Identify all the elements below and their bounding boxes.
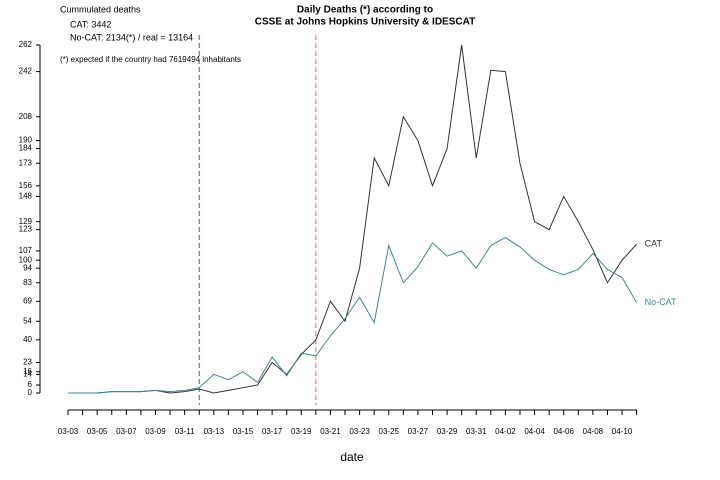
x-tick-label: 03-15 <box>233 427 254 436</box>
annotation: Cummulated deaths <box>60 4 141 14</box>
x-axis-label: date <box>340 450 364 464</box>
chart-title: CSSE at Johns Hopkins University & IDESC… <box>255 17 475 28</box>
x-tick-label: 03-13 <box>204 427 225 436</box>
x-tick-label: 04-06 <box>553 427 574 436</box>
y-tick-label: 262 <box>19 40 33 49</box>
y-tick-label: 156 <box>19 181 33 190</box>
y-tick-label: 107 <box>19 246 33 255</box>
chart-title: Daily Deaths (*) according to <box>297 5 433 16</box>
x-tick-label: 03-31 <box>466 427 487 436</box>
y-tick-label: 54 <box>23 316 32 325</box>
annotation: (*) expected if the country had 7619494 … <box>60 55 241 64</box>
y-tick-label: 100 <box>19 255 33 264</box>
y-tick-label: 23 <box>23 358 32 367</box>
x-tick-label: 03-27 <box>408 427 429 436</box>
y-tick-label: 69 <box>23 296 32 305</box>
y-tick-label: 208 <box>19 112 33 121</box>
x-tick-label: 03-09 <box>145 427 166 436</box>
series-label: No-CAT <box>645 297 677 307</box>
y-tick-label: 94 <box>23 263 32 272</box>
y-tick-label: 184 <box>19 144 33 153</box>
x-tick-label: 04-04 <box>524 427 545 436</box>
series-line <box>68 44 637 394</box>
y-tick-label: 0 <box>28 388 33 397</box>
y-tick-label: 14 <box>23 370 32 379</box>
x-tick-label: 04-02 <box>495 427 516 436</box>
y-tick-label: 148 <box>19 192 33 201</box>
x-tick-label: 04-10 <box>612 427 633 436</box>
x-tick-label: 03-03 <box>58 427 79 436</box>
y-tick-label: 6 <box>28 380 33 389</box>
y-tick-label: 123 <box>19 225 33 234</box>
x-tick-label: 03-23 <box>349 427 370 436</box>
y-tick-label: 242 <box>19 67 33 76</box>
y-tick-label: 190 <box>19 136 33 145</box>
x-tick-label: 03-17 <box>262 427 283 436</box>
x-tick-label: 03-29 <box>437 427 458 436</box>
series-label: CAT <box>645 239 663 249</box>
x-tick-label: 03-05 <box>87 427 108 436</box>
x-tick-label: 03-07 <box>116 427 137 436</box>
x-tick-label: 03-19 <box>291 427 312 436</box>
x-tick-label: 03-25 <box>379 427 400 436</box>
y-tick-label: 83 <box>23 278 32 287</box>
y-tick-label: 173 <box>19 158 33 167</box>
x-tick-label: 04-08 <box>583 427 604 436</box>
y-tick-label: 16 <box>23 367 32 376</box>
x-tick-label: 03-11 <box>175 427 195 436</box>
annotation: CAT: 3442 <box>70 19 111 29</box>
y-tick-label: 40 <box>23 335 32 344</box>
y-tick-label: 129 <box>19 217 33 226</box>
x-tick-label: 03-21 <box>320 427 341 436</box>
annotation: No-CAT: 2134(*) / real = 13164 <box>70 32 193 42</box>
series-line <box>68 237 638 394</box>
